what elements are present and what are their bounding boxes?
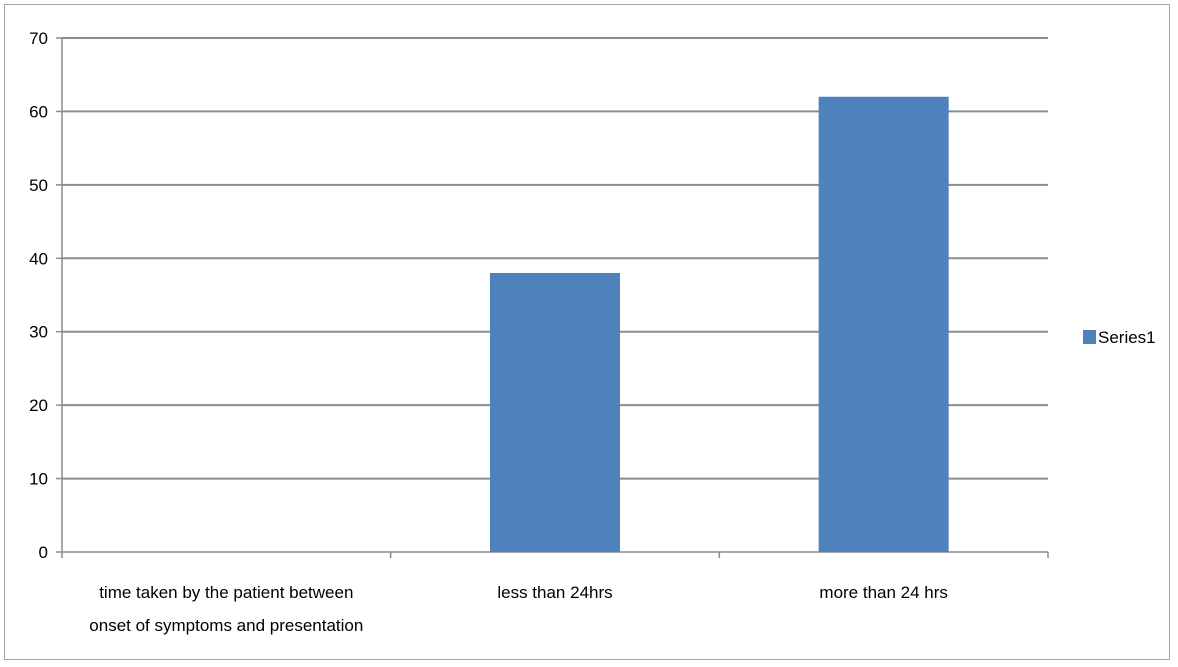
bars <box>490 96 949 552</box>
bar <box>818 96 949 552</box>
legend-label: Series1 <box>1098 328 1156 347</box>
legend: Series1 <box>1083 328 1156 347</box>
x-tick-label: less than 24hrs <box>497 583 612 602</box>
y-tick-label: 60 <box>29 102 48 121</box>
legend-swatch <box>1083 330 1096 344</box>
y-tick-label: 20 <box>29 396 48 415</box>
tick-labels: 0 10 20 30 40 50 60 70 time taken by the patient… <box>29 29 948 635</box>
y-tick-label: 10 <box>29 470 48 489</box>
x-tick-label: more than 24 hrs <box>819 583 948 602</box>
y-tick-label: 40 <box>29 249 48 268</box>
x-tick-label: time taken by the patient between <box>99 583 353 602</box>
y-tick-label: 30 <box>29 323 48 342</box>
y-tick-label: 50 <box>29 176 48 195</box>
y-tick-label: 0 <box>39 543 48 562</box>
bar <box>490 272 620 552</box>
x-tick-label: onset of symptoms and presentation <box>89 616 363 635</box>
y-tick-label: 70 <box>29 29 48 48</box>
